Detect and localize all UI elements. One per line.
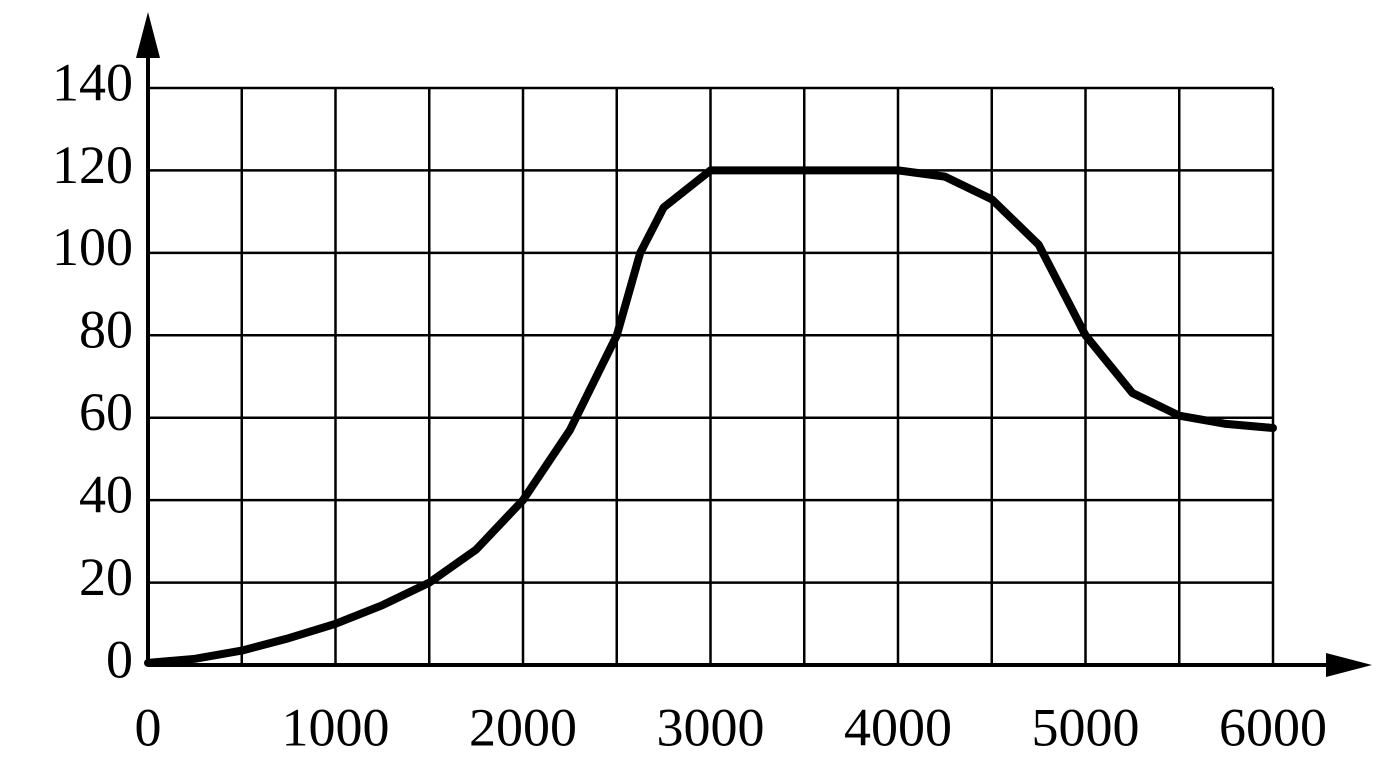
y-tick-label: 100: [52, 217, 133, 277]
y-tick-label: 40: [79, 465, 133, 525]
x-axis-arrow: [1326, 653, 1372, 677]
x-tick-label: 6000: [1219, 697, 1327, 757]
y-axis-arrow: [136, 12, 160, 58]
x-tick-label: 4000: [844, 697, 952, 757]
x-tick-label: 0: [135, 697, 162, 757]
x-tick-label: 5000: [1032, 697, 1140, 757]
x-tick-label: 3000: [657, 697, 765, 757]
y-tick-label: 140: [52, 52, 133, 112]
y-tick-label: 120: [52, 135, 133, 195]
line: [144, 166, 1277, 667]
y-tick-label: 0: [106, 629, 133, 689]
y-tick-label: 60: [79, 382, 133, 442]
y-tick-label: 80: [79, 300, 133, 360]
y-tick-label: 20: [79, 547, 133, 607]
x-tick-label: 2000: [469, 697, 577, 757]
x-tick-label: 1000: [282, 697, 390, 757]
